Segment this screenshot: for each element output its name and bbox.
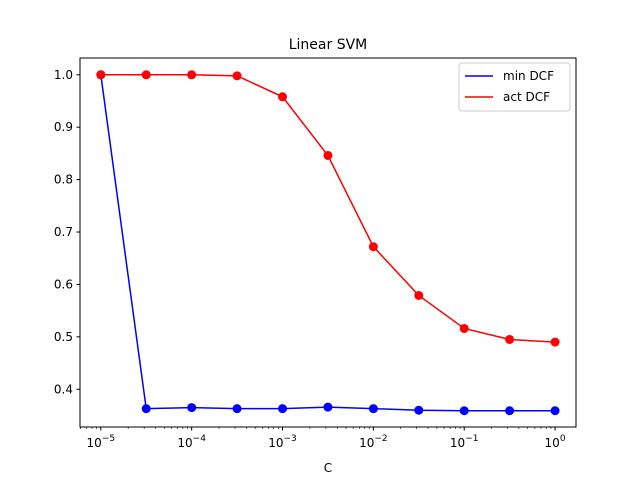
- x-tick-base: 10: [359, 436, 374, 450]
- series-group: [96, 70, 560, 416]
- chart-title: Linear SVM: [289, 37, 368, 53]
- data-point: [96, 70, 106, 80]
- data-point: [278, 404, 288, 414]
- y-tick-label: 1.0: [54, 68, 73, 82]
- y-tick-label: 0.8: [54, 173, 73, 187]
- data-point: [141, 404, 151, 414]
- y-tick-label: 0.5: [54, 330, 73, 344]
- data-point: [323, 150, 333, 160]
- x-tick-exponent: 0: [560, 434, 566, 444]
- x-tick-label: 10−5: [87, 434, 116, 450]
- data-point: [459, 323, 469, 333]
- data-point: [550, 337, 560, 347]
- y-tick-label: 0.4: [54, 382, 73, 396]
- data-point: [505, 406, 515, 416]
- x-tick-exponent: −3: [284, 434, 297, 444]
- data-point: [550, 406, 560, 416]
- x-axis-label: C: [324, 461, 332, 475]
- x-tick-base: 10: [545, 436, 560, 450]
- data-point: [187, 403, 197, 413]
- x-tick-label: 100: [545, 434, 566, 450]
- x-tick-exponent: −4: [193, 434, 207, 444]
- data-point: [368, 404, 378, 414]
- data-point: [323, 402, 333, 412]
- x-tick-base: 10: [87, 436, 102, 450]
- data-point: [232, 71, 242, 81]
- data-point: [459, 406, 469, 416]
- legend-box: [458, 62, 571, 112]
- legend: min DCF act DCF: [458, 62, 571, 112]
- data-point: [141, 70, 151, 80]
- y-tick-label: 0.9: [54, 120, 73, 134]
- x-tick-exponent: −5: [102, 434, 115, 444]
- y-tick-label: 0.6: [54, 277, 73, 291]
- data-point: [187, 70, 197, 80]
- plot-frame: [79, 57, 577, 428]
- x-tick-label: 10−2: [359, 434, 388, 450]
- data-point: [414, 405, 424, 415]
- x-tick-label: 10−1: [450, 434, 479, 450]
- data-point: [232, 404, 242, 414]
- x-tick-label: 10−3: [268, 434, 297, 450]
- axis-ticks: 0.40.50.60.70.80.91.010−5 10−4 10−3 10−2 10−…: [54, 68, 566, 450]
- x-tick-base: 10: [268, 436, 283, 450]
- data-point: [505, 334, 515, 344]
- x-tick-label: 10−4: [177, 434, 206, 450]
- y-tick-label: 0.7: [54, 225, 73, 239]
- data-point: [278, 92, 288, 102]
- x-tick-base: 10: [177, 436, 192, 450]
- legend-label: act DCF: [503, 90, 550, 104]
- x-tick-base: 10: [450, 436, 465, 450]
- legend-label: min DCF: [503, 69, 554, 83]
- data-point: [414, 290, 424, 300]
- x-tick-exponent: −1: [465, 434, 478, 444]
- data-point: [368, 242, 378, 252]
- x-tick-exponent: −2: [374, 434, 387, 444]
